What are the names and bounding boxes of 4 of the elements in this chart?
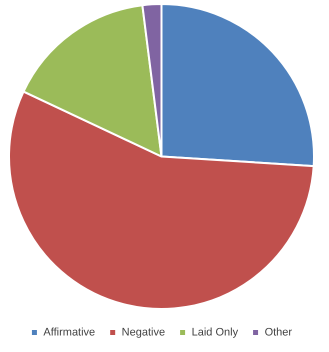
legend-label: Laid Only bbox=[192, 326, 239, 339]
legend-label: Negative bbox=[122, 326, 166, 339]
legend-label: Affirmative bbox=[43, 326, 96, 339]
legend-label: Other bbox=[264, 326, 292, 339]
